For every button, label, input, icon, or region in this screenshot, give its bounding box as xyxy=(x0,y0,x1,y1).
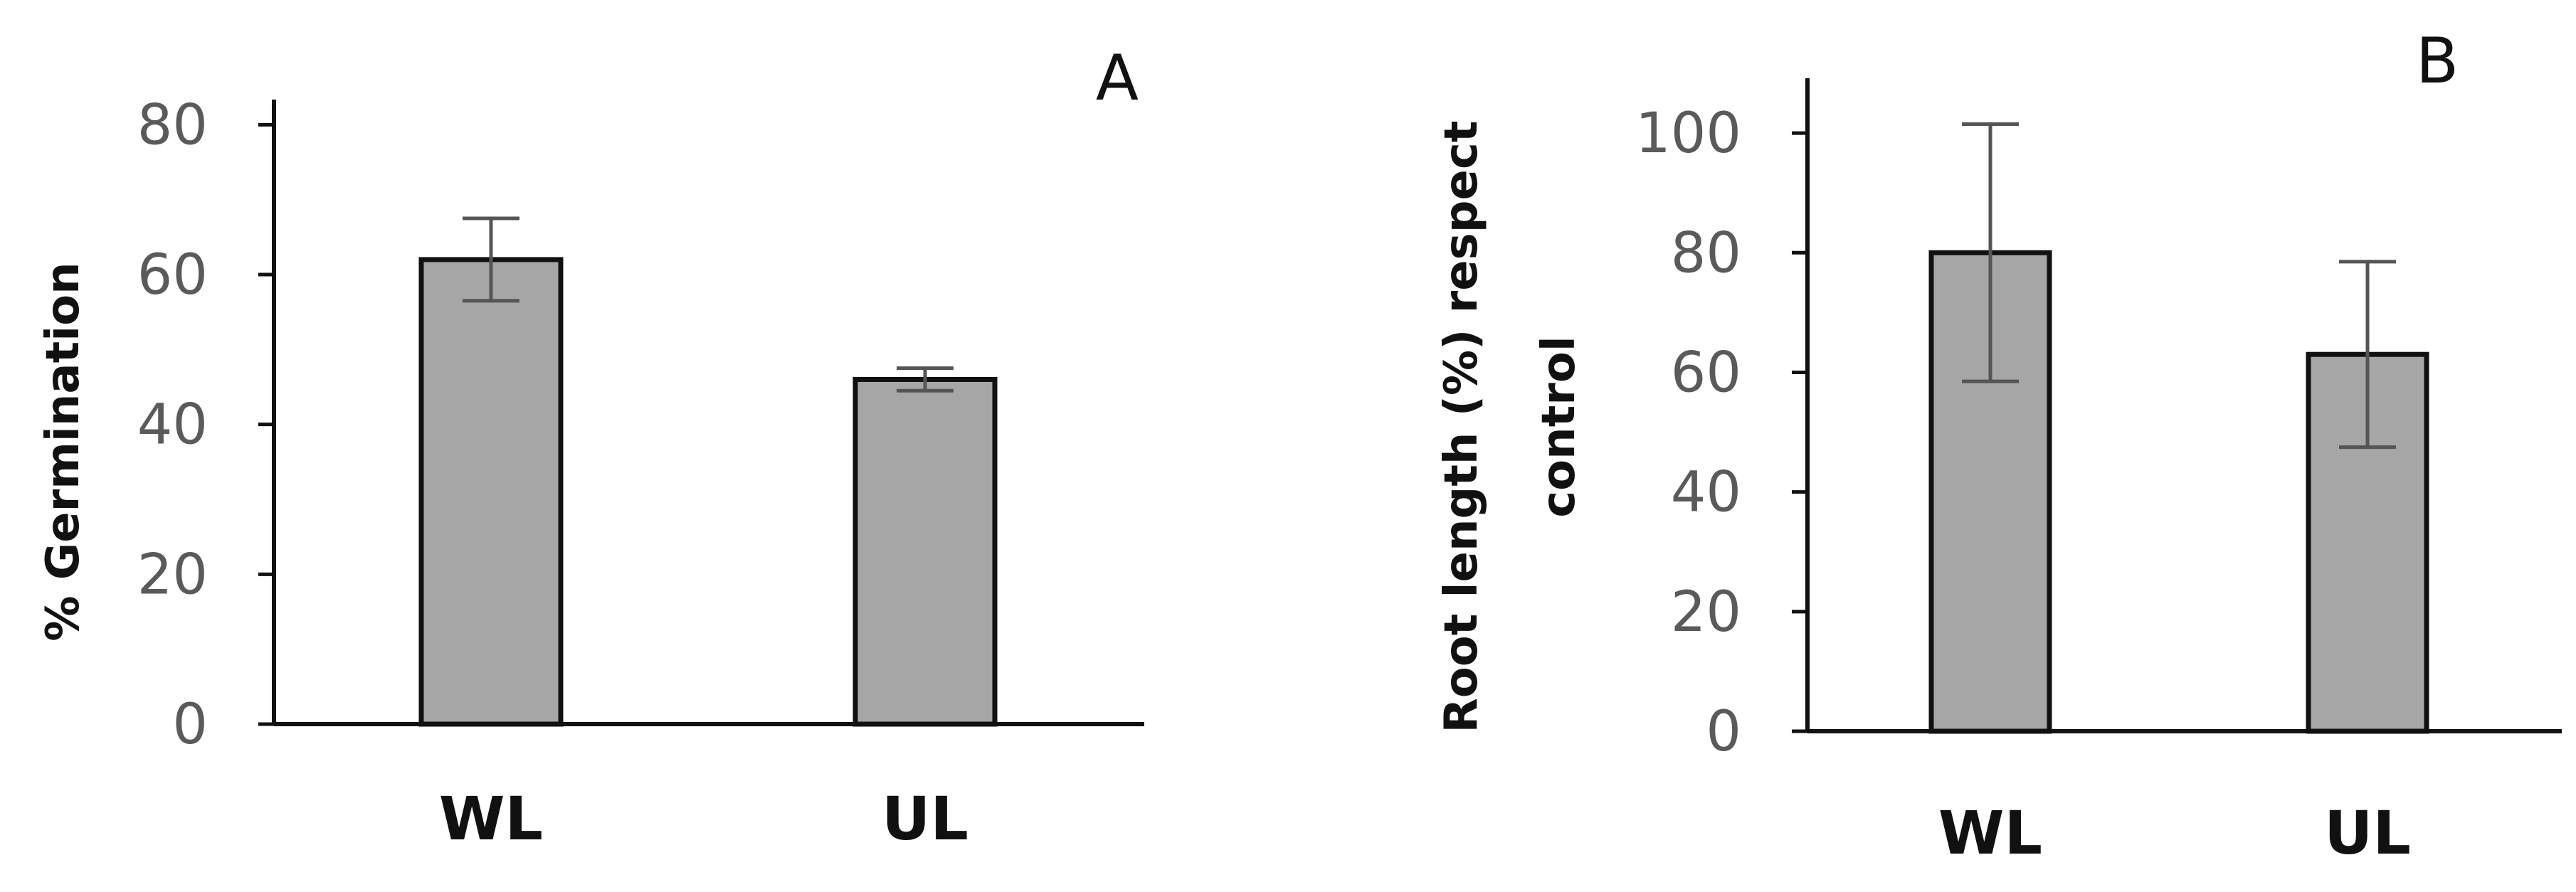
y-tick-label-b: 20 xyxy=(1671,580,1741,644)
y-tick-label-b: 80 xyxy=(1671,221,1741,285)
category-label-b-ul: UL xyxy=(2324,798,2411,868)
y-tick-label-a: 20 xyxy=(137,543,208,607)
bar-a-ul xyxy=(852,376,998,727)
chart-panel-a: A % Germination 0 20 40 60 80 WL UL xyxy=(37,41,1144,854)
y-tick-label-a: 80 xyxy=(137,93,208,157)
y-tick-label-a: 40 xyxy=(137,393,208,457)
category-label-a-wl: WL xyxy=(439,784,543,854)
y-tick-label-a: 0 xyxy=(172,693,208,757)
category-label-b-wl: WL xyxy=(1938,798,2042,868)
chart-panel-b: B Root length (%) respect control 0 20 40 6… xyxy=(1435,24,2562,868)
y-tick-label-a: 60 xyxy=(137,243,208,307)
y-tick-label-b: 100 xyxy=(1635,102,1741,166)
bar-a-wl xyxy=(418,257,564,727)
y-tick-label-b: 40 xyxy=(1671,461,1741,525)
y-axis-title-a: % Germination xyxy=(37,262,90,641)
panel-letter-b: B xyxy=(2416,24,2459,97)
y-tick-label-b: 60 xyxy=(1671,341,1741,405)
category-label-a-ul: UL xyxy=(882,784,968,854)
y-axis-title-b-line2: control xyxy=(1533,336,1585,518)
panel-letter-a: A xyxy=(1096,41,1139,115)
y-axis-title-b-line1: Root length (%) respect xyxy=(1435,121,1488,733)
y-tick-label-b: 0 xyxy=(1706,700,1741,764)
